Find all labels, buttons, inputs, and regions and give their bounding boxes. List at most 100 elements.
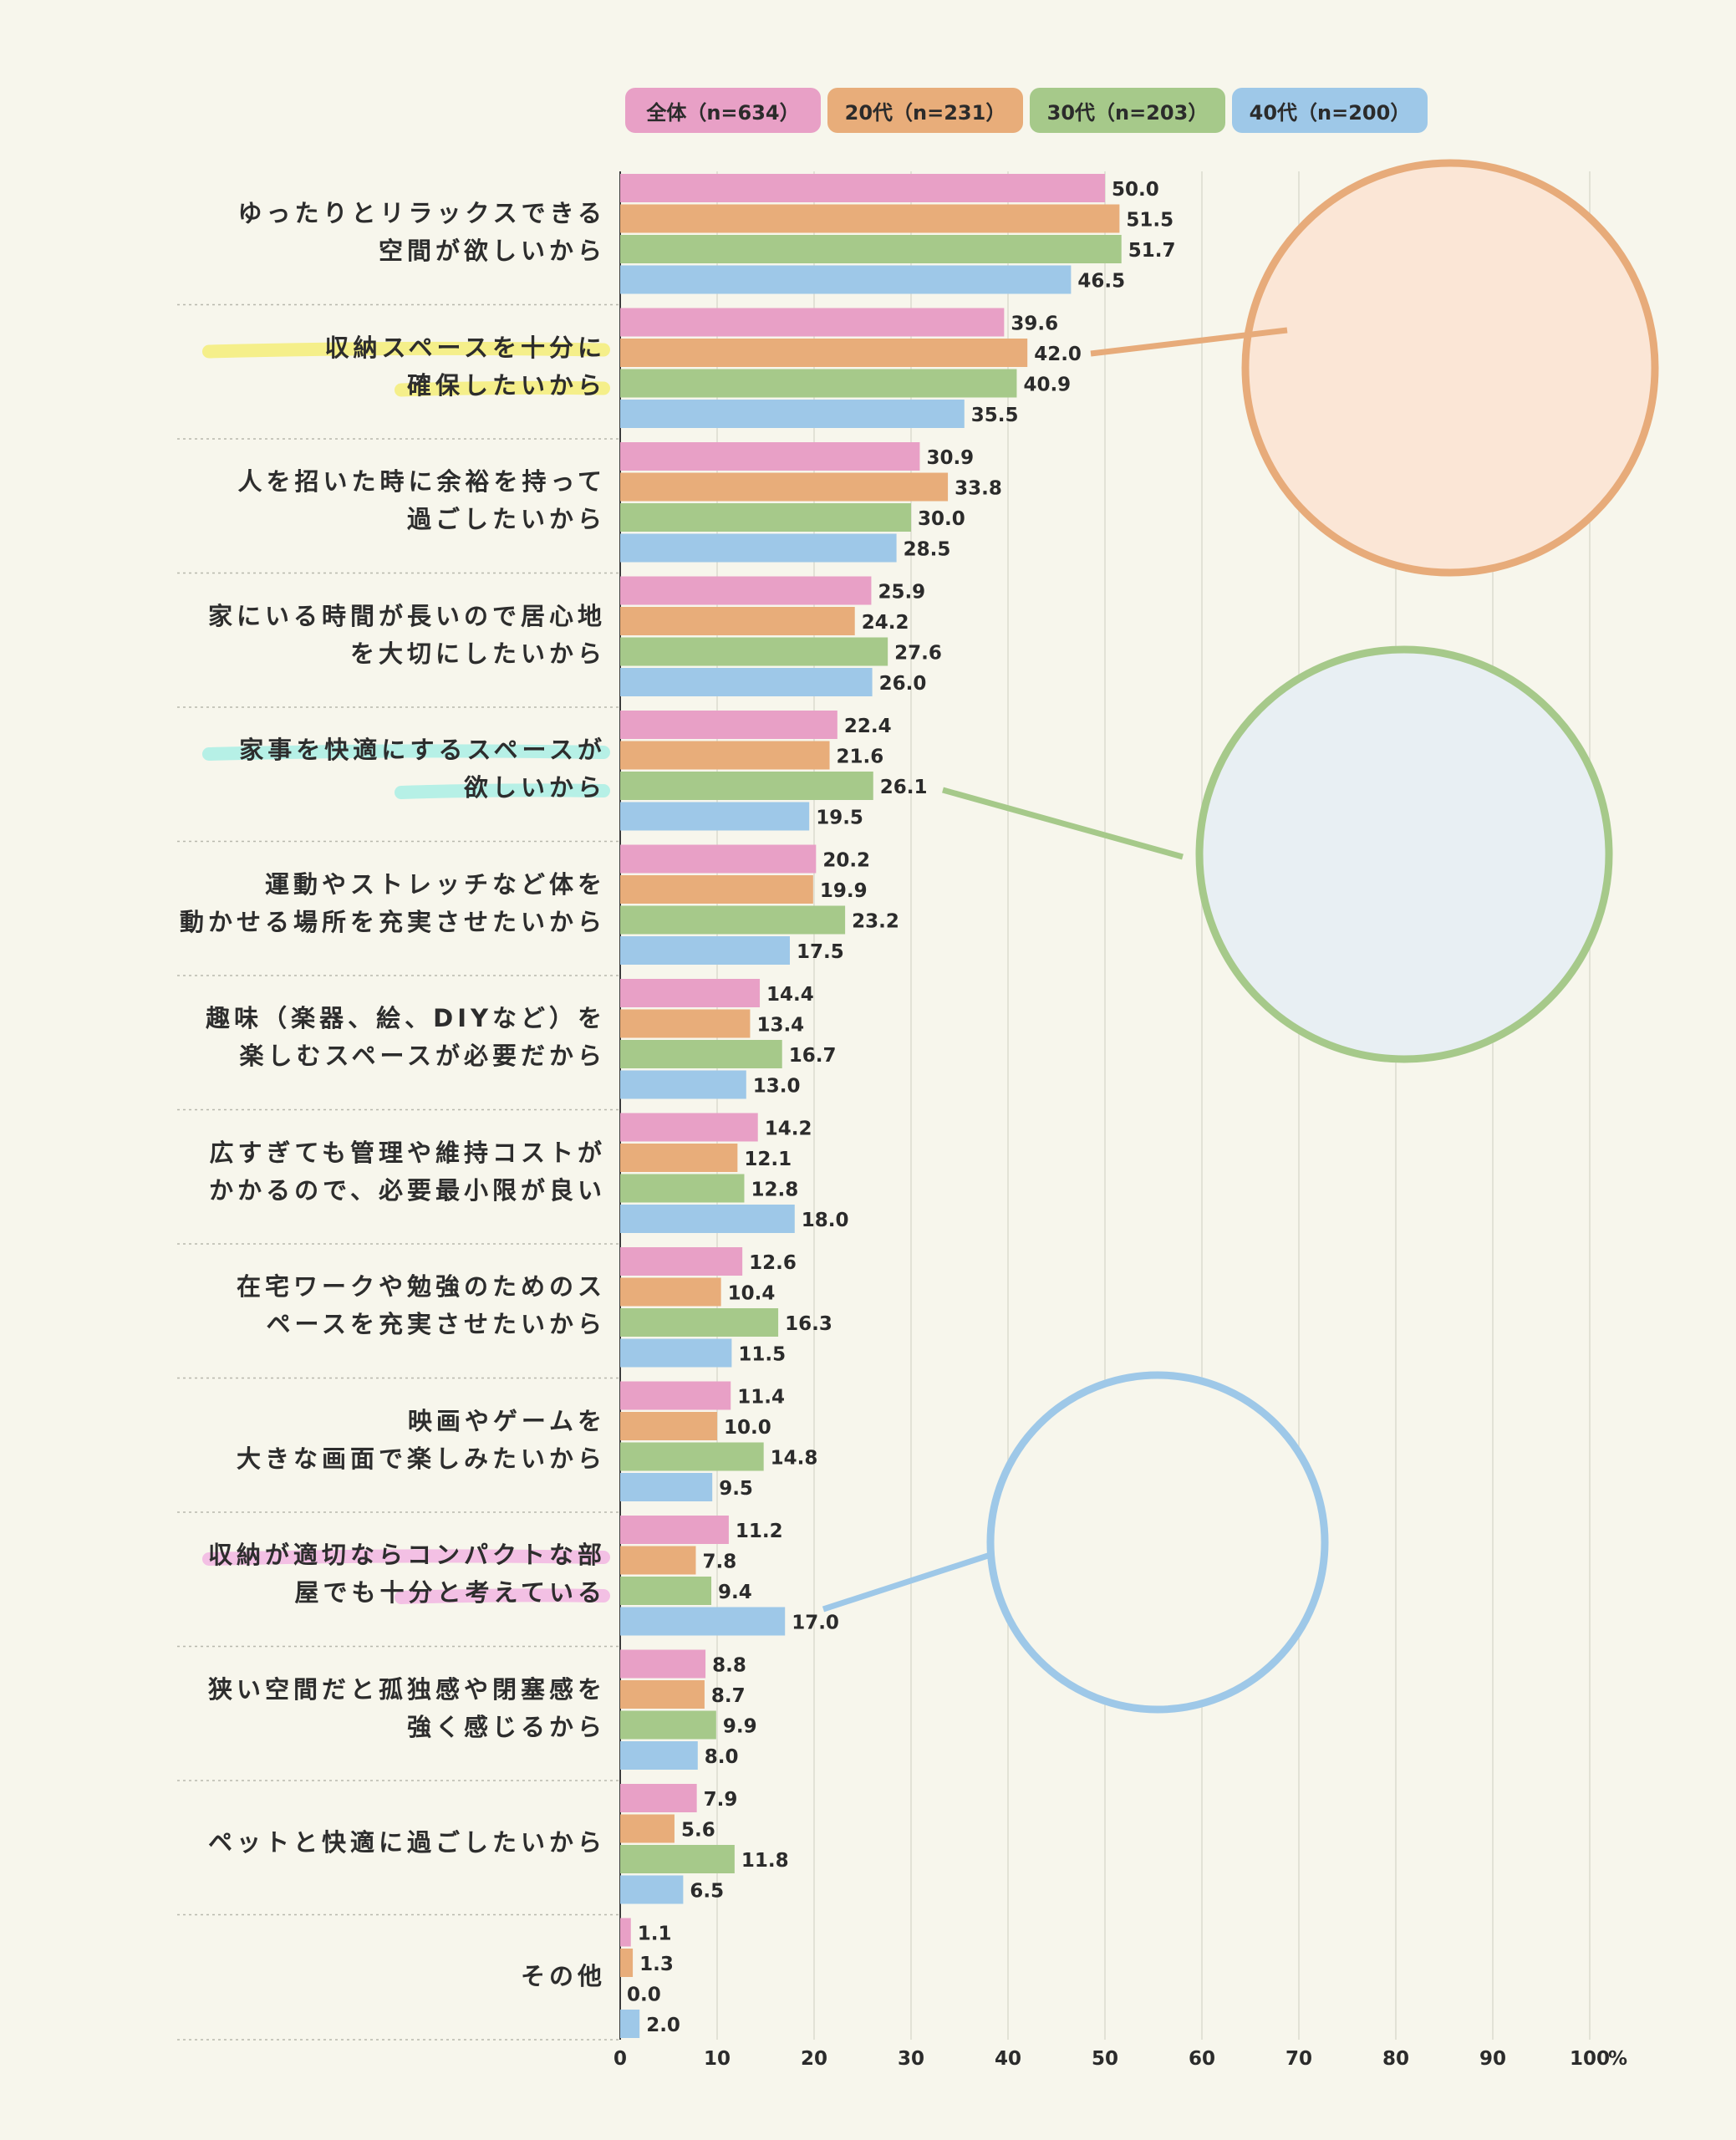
data-label: 21.6 [837, 746, 884, 768]
data-label: 9.4 [718, 1582, 752, 1603]
bar [620, 1649, 706, 1679]
bar [620, 339, 1028, 367]
bar [620, 1516, 729, 1544]
x-tick-label: 60 [1189, 2048, 1215, 2070]
illustration-circle [1195, 645, 1613, 1063]
data-label: 51.7 [1128, 240, 1176, 262]
bar [620, 400, 965, 428]
data-label: 20.2 [822, 850, 870, 872]
data-label: 12.1 [744, 1149, 792, 1170]
highlight-marker [202, 341, 610, 359]
data-label: 11.2 [736, 1521, 783, 1542]
legend-item: 全体（n=634） [625, 88, 821, 133]
data-label: 5.6 [681, 1820, 715, 1842]
data-label: 46.5 [1077, 271, 1125, 293]
category-label: 在宅ワークや勉強のためのス ペースを充実させたいから [236, 1272, 606, 1338]
bar [620, 1009, 751, 1038]
data-label: 28.5 [904, 539, 951, 561]
bar [620, 174, 1105, 202]
data-label: 10.4 [728, 1283, 776, 1305]
data-label: 8.0 [705, 1746, 739, 1768]
highlight-marker [395, 380, 610, 397]
category-label: その他 [520, 1962, 606, 1990]
data-label: 25.9 [878, 582, 925, 604]
legend-item: 30代（n=203） [1030, 88, 1225, 133]
data-label: 33.8 [955, 478, 1002, 500]
bar [620, 1381, 731, 1410]
bar [620, 1113, 758, 1142]
x-tick-label: 70 [1285, 2048, 1312, 2070]
highlight-marker [202, 1549, 610, 1566]
data-label: 6.5 [690, 1881, 724, 1903]
bar [620, 844, 817, 874]
bar [620, 1607, 786, 1636]
bar [620, 265, 1072, 294]
data-label: 30.9 [926, 447, 974, 469]
data-label: 10.0 [724, 1417, 771, 1439]
bar [620, 1918, 631, 1947]
bar [620, 1247, 743, 1276]
bar [620, 1308, 779, 1337]
bar [620, 1070, 746, 1099]
data-label: 16.3 [785, 1313, 832, 1335]
data-label: 9.9 [723, 1716, 757, 1738]
data-label: 14.4 [766, 984, 814, 1006]
bar [620, 802, 810, 831]
legend-item: 20代（n=231） [827, 88, 1023, 133]
x-tick-label: 80 [1382, 2048, 1409, 2070]
data-label: 8.8 [712, 1655, 746, 1677]
data-label: 26.0 [879, 673, 927, 695]
data-label: 13.0 [753, 1076, 801, 1098]
data-label: 13.4 [756, 1015, 804, 1037]
bar [620, 503, 911, 532]
bar [620, 1205, 795, 1233]
data-label: 1.1 [638, 1923, 672, 1945]
bar [620, 905, 846, 935]
x-tick-label: 20 [801, 2048, 827, 2070]
bar [620, 1412, 717, 1440]
bar [620, 576, 872, 605]
category-label: 広すぎても管理や維持コストが かかるので、必要最小限が良い [209, 1138, 606, 1205]
data-label: 27.6 [894, 643, 942, 665]
bar [620, 1741, 698, 1770]
bar [620, 2010, 640, 2038]
bar [620, 1814, 675, 1843]
highlight-marker [395, 1588, 610, 1604]
data-label: 14.8 [771, 1448, 818, 1470]
data-label: 22.4 [844, 716, 892, 737]
data-label: 12.8 [751, 1180, 798, 1201]
data-label: 11.4 [737, 1387, 785, 1409]
data-label: 19.5 [816, 808, 863, 829]
bar [620, 1277, 721, 1307]
data-label: 2.0 [646, 2015, 680, 2036]
bar [620, 1040, 782, 1068]
bar [620, 1949, 634, 1977]
bar [620, 235, 1122, 263]
data-label: 17.0 [792, 1613, 839, 1634]
data-label: 17.5 [797, 941, 844, 963]
bar [620, 1174, 745, 1203]
data-label: 30.0 [918, 508, 965, 530]
bar [620, 369, 1017, 398]
highlight-marker [395, 783, 610, 799]
callout-line [942, 787, 1184, 860]
data-label: 0.0 [627, 1985, 661, 2006]
bar [620, 472, 949, 502]
bar [620, 772, 873, 800]
category-label: 家事を快適にするスペースが 欲しいから [239, 736, 606, 802]
x-tick-label: 90 [1479, 2048, 1506, 2070]
bar [620, 1338, 732, 1368]
data-label: 50.0 [1112, 179, 1159, 201]
x-tick-label: 10 [704, 2048, 731, 2070]
bar [620, 1577, 712, 1605]
bar [620, 1710, 716, 1740]
data-label: 19.9 [820, 880, 868, 902]
bar [620, 1144, 738, 1172]
data-label: 24.2 [862, 612, 909, 634]
data-label: 16.7 [789, 1045, 837, 1067]
x-unit-label: % [1608, 2048, 1627, 2070]
callout-line [1090, 327, 1288, 357]
highlight-marker [202, 744, 610, 761]
bar [620, 1845, 735, 1873]
